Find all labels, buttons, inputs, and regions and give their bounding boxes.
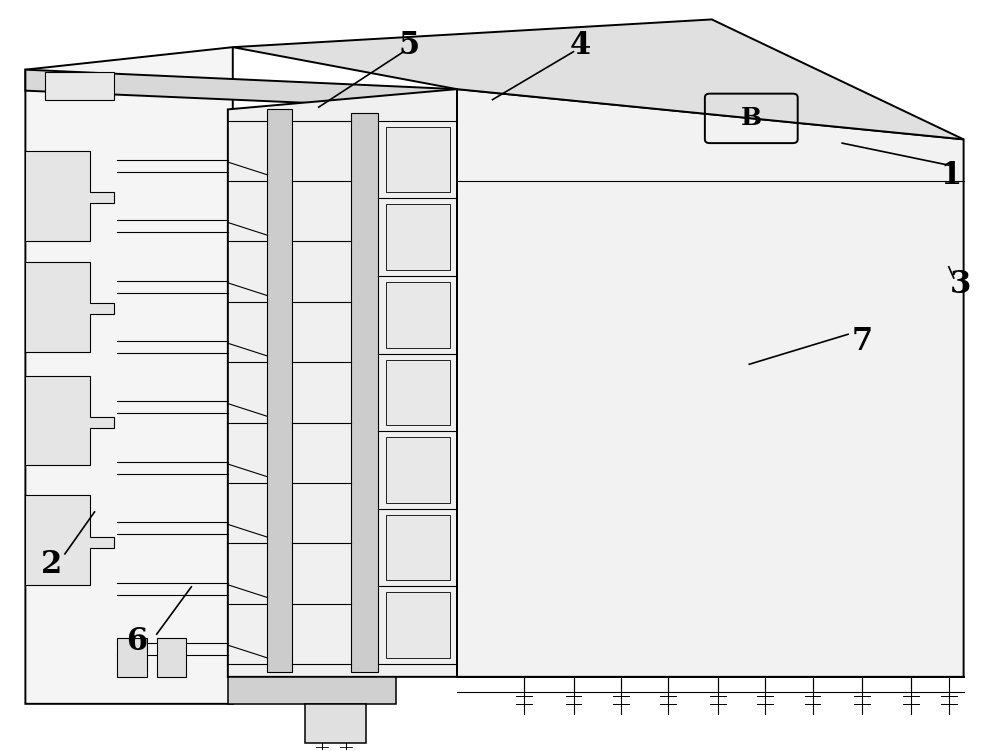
Polygon shape [457,89,963,677]
Text: 6: 6 [127,626,147,657]
Polygon shape [26,376,115,466]
Text: 5: 5 [398,30,419,61]
Polygon shape [26,151,115,240]
Polygon shape [26,496,115,585]
Polygon shape [386,437,450,503]
Polygon shape [386,360,450,425]
Polygon shape [227,89,457,677]
Polygon shape [26,70,457,110]
Text: B: B [741,107,762,131]
Text: 1: 1 [941,160,961,191]
Polygon shape [267,110,292,671]
Polygon shape [305,704,366,743]
Text: 7: 7 [852,326,872,357]
Polygon shape [232,20,963,140]
Polygon shape [386,282,450,348]
Text: 4: 4 [570,30,591,61]
Polygon shape [386,127,450,192]
Text: 2: 2 [42,549,62,580]
Text: 3: 3 [950,269,971,300]
Polygon shape [45,72,115,100]
Polygon shape [118,638,146,677]
Polygon shape [386,204,450,270]
Polygon shape [227,677,396,704]
Polygon shape [351,113,378,671]
Polygon shape [26,47,232,704]
Polygon shape [156,638,186,677]
Polygon shape [386,593,450,658]
Polygon shape [386,515,450,581]
Polygon shape [26,261,115,351]
